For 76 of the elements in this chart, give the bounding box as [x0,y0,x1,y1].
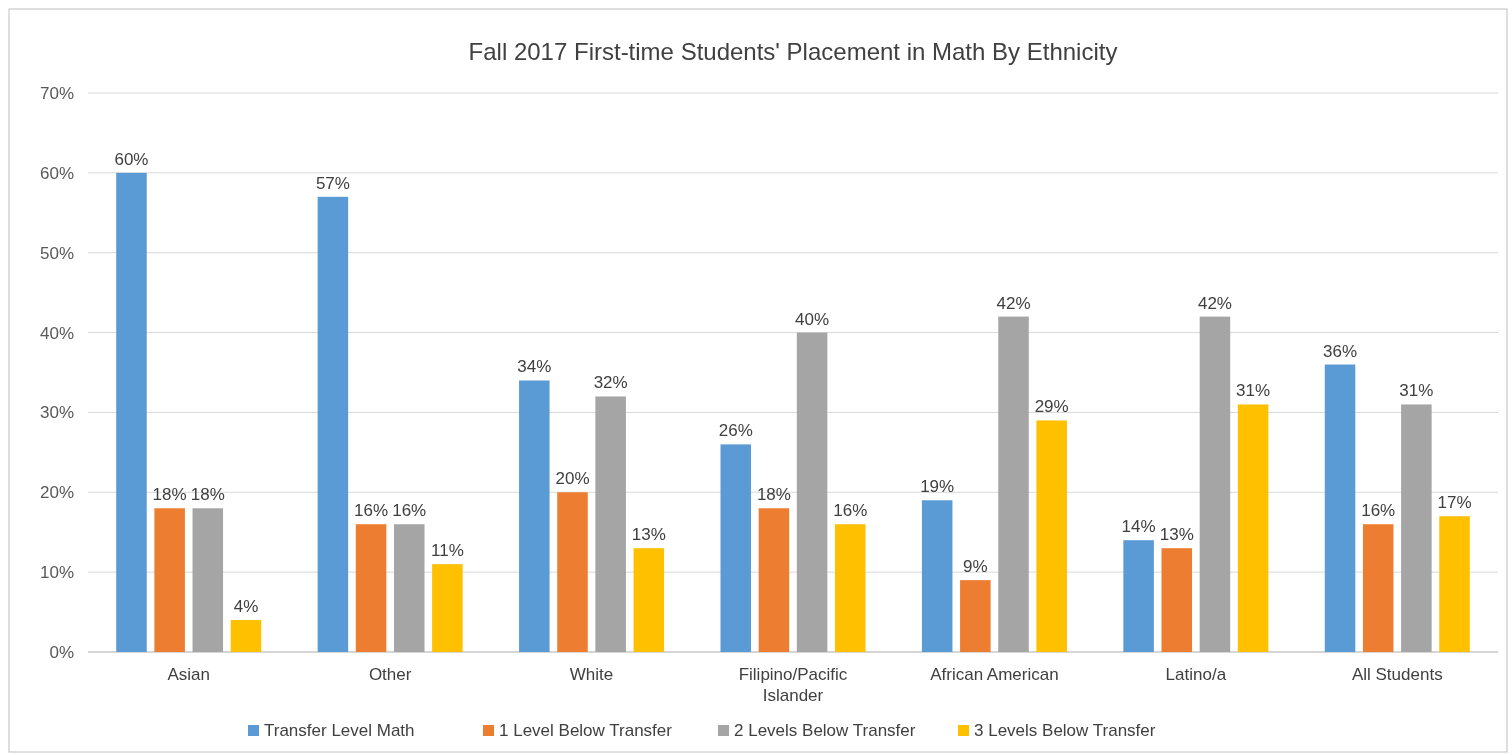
bar [1123,540,1154,652]
bar [1199,316,1231,652]
bar [758,508,790,652]
bar [116,172,147,652]
y-tick-label: 30% [39,403,74,423]
data-label: 13% [631,525,666,545]
bar [317,196,349,652]
bar [355,524,387,652]
data-label: 31% [1399,381,1434,401]
chart-title: Fall 2017 First-time Students' Placement in Math By Ethnicity [468,38,1118,65]
data-label: 13% [1159,525,1194,545]
legend-label: 3 Levels Below Transfer [974,721,1156,740]
data-label: 18% [190,485,225,505]
bar [1161,548,1193,652]
data-label: 26% [718,421,753,441]
bar [633,548,665,652]
data-label: 29% [1034,397,1069,417]
bar [192,508,224,652]
bar [154,508,185,652]
data-label: 17% [1437,493,1472,513]
bar [720,444,752,652]
data-label: 42% [996,293,1031,313]
x-tick-label: African American [930,665,1059,684]
x-tick-label: Other [368,665,412,684]
bar [1439,516,1470,652]
bar [1362,524,1394,652]
bar [230,620,262,652]
legend-label: 1 Level Below Transfer [499,721,673,740]
data-label: 31% [1236,381,1271,401]
data-label: 42% [1197,293,1232,313]
bar [960,580,991,652]
bar [1324,364,1356,652]
data-label: 9% [963,557,988,577]
data-label: 4% [233,597,259,617]
data-label: 20% [555,469,590,489]
data-label: 18% [152,485,187,505]
y-tick-label: 50% [39,243,74,263]
bar [557,492,588,652]
bar [834,524,866,652]
y-tick-label: 60% [39,163,74,183]
x-tick-label: White [569,665,614,684]
data-label: 40% [795,309,830,329]
y-tick-label: 40% [39,323,74,343]
data-label: 16% [392,501,427,521]
bar [921,500,953,652]
data-label: 19% [920,477,955,497]
x-tick-label: Filipino/Pacific Islander [738,665,848,705]
bar [595,396,626,652]
y-tick-label: 70% [39,84,74,103]
data-label: 34% [517,357,552,377]
data-label: 32% [593,373,628,393]
data-label: 57% [315,173,350,193]
x-tick-label: Latino/a [1165,665,1227,684]
data-label: 18% [756,485,791,505]
legend-label: Transfer Level Math [264,721,415,740]
data-label: 60% [114,149,149,169]
data-label: 16% [1361,501,1396,521]
bar [519,380,550,652]
bar [1401,404,1432,652]
x-tick-label: Asian [167,665,210,684]
bar [796,332,828,652]
bar [1237,404,1269,652]
bar [393,524,425,652]
data-label: 16% [354,501,389,521]
y-tick-label: 10% [39,563,74,583]
y-tick-label: 20% [39,483,74,503]
data-label: 11% [431,541,464,561]
bar [1036,420,1067,652]
data-label: 16% [833,501,868,521]
data-label: 36% [1323,341,1358,361]
bar [432,564,463,652]
x-tick-label: All Students [1351,665,1443,684]
data-label: 14% [1121,517,1156,537]
bar [998,316,1029,652]
legend-label: 2 Levels Below Transfer [734,721,916,740]
y-tick-label: 0% [49,643,74,662]
